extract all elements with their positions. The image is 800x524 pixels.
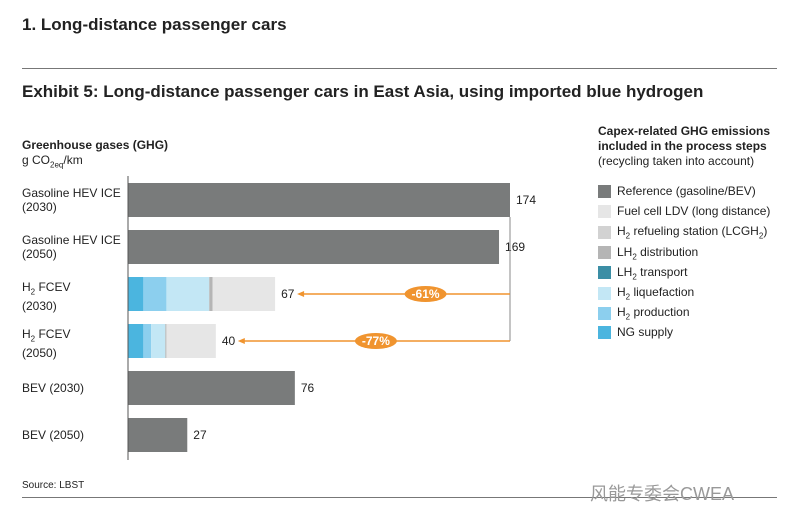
bar-segment bbox=[165, 324, 167, 358]
legend-item: Fuel cell LDV (long distance) bbox=[598, 204, 770, 218]
category-label: H2 FCEV (2050) bbox=[22, 327, 71, 361]
category-label: BEV (2050) bbox=[22, 428, 85, 442]
bar-segment bbox=[128, 324, 144, 358]
legend-swatch bbox=[598, 286, 611, 300]
legend-subtitle: (recycling taken into account) bbox=[598, 154, 755, 168]
legend-label: H2 refueling station (LCGH2) bbox=[617, 224, 768, 241]
legend-swatch bbox=[598, 226, 611, 240]
legend-item: LH2 transport bbox=[598, 265, 688, 281]
bar-segment bbox=[128, 371, 295, 405]
category-label: BEV (2030) bbox=[22, 381, 85, 395]
legend-swatch bbox=[598, 266, 611, 280]
legend-swatch bbox=[598, 325, 611, 339]
bar-segment bbox=[166, 324, 216, 358]
bar-segment bbox=[128, 277, 144, 311]
legend-item: H2 production bbox=[598, 305, 690, 322]
legend-item: NG supply bbox=[598, 325, 673, 339]
legend-title: Capex-related GHG emissions included in … bbox=[598, 124, 771, 153]
legend-swatch bbox=[598, 184, 611, 198]
value-label: 174 bbox=[516, 193, 536, 207]
legend-label: LH2 transport bbox=[617, 264, 688, 282]
watermark: 风能专委会CWEA bbox=[590, 484, 734, 504]
bottom-divider bbox=[22, 497, 777, 498]
bar-segment bbox=[151, 324, 166, 358]
reduction-label: -77% bbox=[362, 334, 390, 348]
unit-prefix: g CO bbox=[22, 153, 51, 167]
legend-item: Reference (gasoline/BEV) bbox=[598, 184, 756, 198]
legend-item: H2 refueling station (LCGH2) bbox=[598, 224, 768, 241]
legend-label: H2 production bbox=[617, 305, 690, 322]
value-label: 67 bbox=[281, 287, 295, 301]
legend-label: Fuel cell LDV (long distance) bbox=[617, 204, 771, 219]
category-label: Gasoline HEV ICE (2030) bbox=[22, 186, 121, 214]
value-label: 169 bbox=[505, 240, 525, 254]
bar-segment bbox=[143, 324, 152, 358]
divider bbox=[22, 68, 777, 69]
value-label: 40 bbox=[222, 334, 236, 348]
section-title: 1. Long-distance passenger cars bbox=[22, 15, 287, 34]
value-label: 27 bbox=[193, 428, 207, 442]
category-label: H2 FCEV (2030) bbox=[22, 280, 71, 314]
legend-label: Reference (gasoline/BEV) bbox=[617, 184, 756, 198]
bar-segment bbox=[128, 230, 500, 264]
arrowhead bbox=[237, 338, 245, 344]
source-note: Source: LBST bbox=[22, 480, 85, 491]
legend-item: H2 liquefaction bbox=[598, 285, 694, 301]
category-label: Gasoline HEV ICE (2050) bbox=[22, 233, 121, 261]
reduction-label: -61% bbox=[412, 287, 440, 301]
bar-segment bbox=[209, 277, 213, 311]
exhibit-title: Exhibit 5: Long-distance passenger cars … bbox=[22, 82, 704, 101]
bar-segment bbox=[128, 183, 510, 217]
legend-swatch bbox=[598, 246, 611, 260]
y-axis-unit: g CO2eq/km bbox=[22, 153, 83, 169]
legend-label: NG supply bbox=[617, 325, 674, 340]
arrowhead bbox=[297, 291, 305, 297]
legend-label: LH2 distribution bbox=[617, 244, 699, 261]
legend-item: LH2 distribution bbox=[598, 245, 698, 261]
reduction-badge bbox=[354, 333, 397, 349]
unit-sub: 2eq bbox=[50, 160, 64, 170]
bar-segment bbox=[143, 277, 167, 311]
value-label: 76 bbox=[301, 381, 315, 395]
bar-segment bbox=[212, 277, 276, 311]
bar-segment bbox=[128, 418, 188, 452]
legend-label: H2 liquefaction bbox=[617, 285, 695, 302]
legend-swatch bbox=[598, 306, 611, 320]
y-axis-title: Greenhouse gases (GHG) bbox=[22, 138, 169, 152]
unit-suffix: /km bbox=[63, 153, 83, 167]
legend-swatch bbox=[598, 204, 611, 218]
bar-segment bbox=[166, 277, 210, 311]
reduction-badge bbox=[404, 286, 447, 302]
